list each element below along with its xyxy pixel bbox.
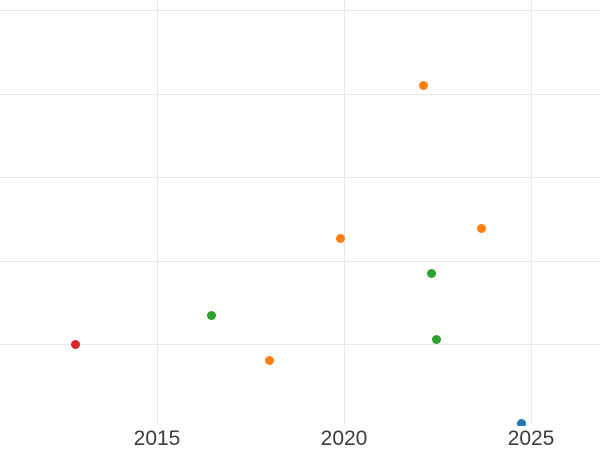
vertical-gridline <box>344 0 345 425</box>
data-point-orange <box>265 355 275 365</box>
data-point-blue <box>516 419 526 426</box>
data-point-green <box>207 310 217 320</box>
x-tick-label-2025: 2025 <box>507 427 555 450</box>
vertical-gridline <box>157 0 158 425</box>
horizontal-gridline <box>0 10 600 11</box>
x-tick-label-2015: 2015 <box>133 427 181 450</box>
data-point-orange <box>336 233 346 243</box>
x-tick-label-2020: 2020 <box>320 427 368 450</box>
horizontal-gridline <box>0 260 600 262</box>
data-point-green <box>427 268 437 278</box>
x-axis: 2015 2020 2025 <box>0 426 600 450</box>
horizontal-gridline <box>0 93 600 95</box>
data-point-green <box>431 334 441 344</box>
vertical-gridline <box>531 0 532 425</box>
horizontal-gridline <box>0 344 600 346</box>
data-point-orange <box>476 223 486 233</box>
horizontal-gridline <box>0 177 600 179</box>
data-point-red <box>70 339 80 349</box>
data-point-orange <box>418 80 428 90</box>
plot-area <box>0 0 600 426</box>
